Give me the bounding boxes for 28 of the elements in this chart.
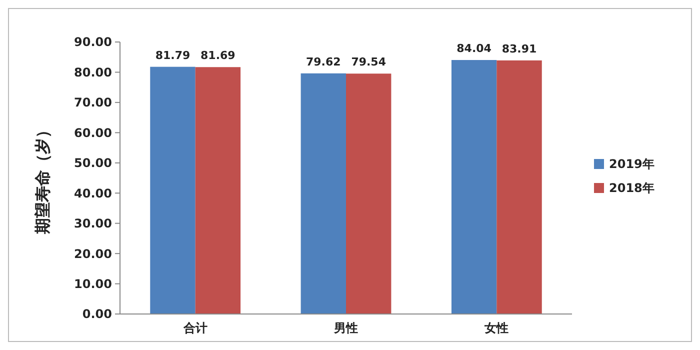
data-label: 79.54 xyxy=(351,56,386,69)
y-tick-label: 10.00 xyxy=(74,276,112,291)
y-tick-label: 80.00 xyxy=(74,65,112,80)
data-label: 81.79 xyxy=(155,48,190,62)
y-tick-label: 20.00 xyxy=(74,246,112,261)
y-tick-label: 0.00 xyxy=(82,307,112,322)
x-tick-label: 男性 xyxy=(333,321,358,335)
data-label: 84.04 xyxy=(456,42,492,56)
bar xyxy=(346,74,392,314)
bar xyxy=(150,66,196,314)
bar xyxy=(300,73,346,314)
y-tick-label: 60.00 xyxy=(74,126,112,140)
y-tick-label: 30.00 xyxy=(74,216,112,231)
y-tick-label: 40.00 xyxy=(74,186,112,200)
legend-label: 2018年 xyxy=(609,181,654,196)
bar xyxy=(496,60,542,314)
data-label: 83.91 xyxy=(502,42,537,56)
x-tick-label: 合计 xyxy=(182,321,208,335)
y-tick-label: 50.00 xyxy=(74,156,112,170)
data-label: 81.69 xyxy=(200,49,236,62)
y-tick-label: 90.00 xyxy=(74,35,112,50)
y-tick-label: 70.00 xyxy=(74,96,112,110)
y-axis-title: 期望寿命（岁） xyxy=(33,122,52,235)
bar xyxy=(195,67,241,314)
legend-label: 2019年 xyxy=(609,157,654,172)
data-label: 79.62 xyxy=(306,55,341,68)
x-tick-label: 女性 xyxy=(484,321,509,335)
bar xyxy=(451,60,497,314)
